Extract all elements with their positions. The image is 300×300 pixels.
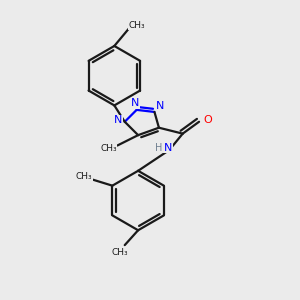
Text: N: N	[114, 115, 122, 125]
Text: CH₃: CH₃	[112, 248, 129, 257]
Text: O: O	[203, 115, 212, 125]
Text: N: N	[156, 101, 165, 111]
Text: CH₃: CH₃	[76, 172, 92, 181]
Text: N: N	[131, 98, 139, 108]
Text: CH₃: CH₃	[100, 144, 117, 153]
Text: H: H	[155, 142, 163, 153]
Text: CH₃: CH₃	[128, 21, 145, 30]
Text: N: N	[164, 142, 172, 153]
